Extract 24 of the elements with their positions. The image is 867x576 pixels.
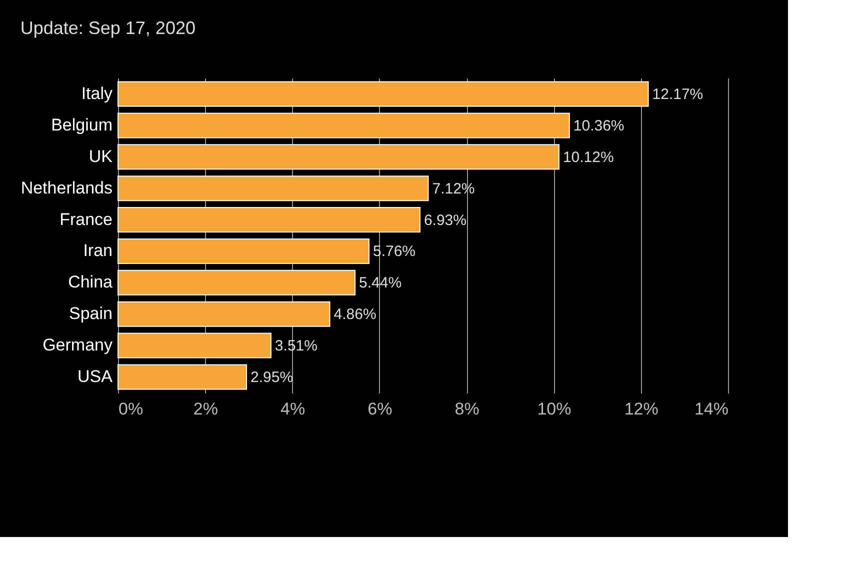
y-tick-label: Spain: [69, 304, 112, 324]
y-tick-label: China: [68, 272, 114, 292]
y-tick-label: France: [60, 210, 112, 229]
y-tick-label: Netherlands: [20, 178, 112, 198]
x-tick-label: 14%: [694, 400, 728, 418]
y-tick-label: Belgium: [51, 115, 112, 134]
y-tick-label: Iran: [83, 241, 112, 260]
y-tick-label: USA: [78, 366, 114, 386]
x-tick-label: 12%: [624, 400, 658, 418]
data-label: 12.17%: [652, 86, 704, 104]
x-tick-label: 4%: [280, 400, 306, 418]
y-tick-label: Italy: [81, 84, 113, 104]
x-tick-label: 8%: [454, 400, 480, 418]
data-label: 10.36%: [573, 117, 624, 134]
x-tick-label: 6%: [368, 400, 392, 418]
x-tick-label: 2%: [193, 400, 218, 418]
data-label: 6.93%: [424, 212, 466, 229]
x-tick-label: 0%: [118, 400, 144, 418]
chart-title: Update: Sep 17, 2020: [20, 18, 196, 38]
data-label: 4.86%: [334, 306, 376, 324]
y-tick-label: Germany: [42, 336, 113, 355]
y-tick-label: UK: [88, 146, 114, 166]
x-tick-label: 10%: [537, 400, 572, 418]
data-label: 10.12%: [562, 148, 614, 166]
